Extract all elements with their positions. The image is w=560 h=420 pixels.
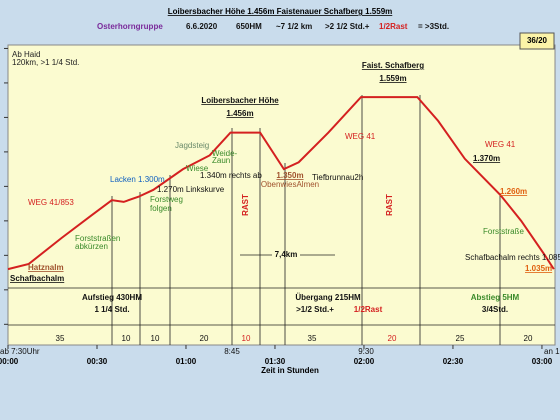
- annotation: Forststraße: [483, 227, 524, 236]
- annotation: 1.035m: [525, 264, 552, 273]
- annotation: WEG 41/853: [28, 198, 74, 207]
- annotation: Schafbachalm: [10, 274, 64, 283]
- annotation: 7,4km: [275, 250, 298, 259]
- subtitle-part: 1/2Rast: [379, 22, 408, 31]
- x-tick-label: 03:00: [532, 357, 553, 366]
- annotation: 8:45: [224, 347, 240, 356]
- annotation: Übergang 215HM: [295, 293, 361, 302]
- annotation: 1.559m: [379, 74, 406, 83]
- annotation: Hatznalm: [28, 263, 64, 272]
- annotation: folgen: [150, 204, 172, 213]
- annotation: Weide-: [212, 149, 238, 158]
- annotation: 3/4Std.: [482, 305, 508, 314]
- annotation: 10: [242, 334, 251, 343]
- annotation: Aufstieg 430HM: [82, 293, 142, 302]
- annotation: 1.370m: [473, 154, 500, 163]
- annotation: an 10: [544, 347, 560, 356]
- x-tick-label: 01:00: [176, 357, 197, 366]
- annotation: 35: [56, 334, 65, 343]
- annotation: Faist. Schafberg: [362, 61, 424, 70]
- annotation: 1.270m Linkskurve: [157, 185, 225, 194]
- x-tick-label: 02:30: [443, 357, 464, 366]
- annotation: 10: [122, 334, 131, 343]
- annotation: WEG 41: [485, 140, 516, 149]
- annotation: RAST: [385, 194, 394, 216]
- annotation: 1.260m: [500, 187, 527, 196]
- annotation: 9:30: [358, 347, 374, 356]
- annotation: 20: [200, 334, 209, 343]
- annotation: 1 1/4 Std.: [94, 305, 129, 314]
- annotation: Ab Haid: [12, 50, 40, 59]
- annotation: Wiese: [186, 164, 209, 173]
- annotation: Loibersbacher Höhe: [201, 96, 279, 105]
- annotation: WEG 41: [345, 132, 376, 141]
- x-tick-label: 01:30: [265, 357, 286, 366]
- profile-line: [7, 96, 555, 271]
- annotation: 25: [456, 334, 465, 343]
- annotation: 20: [388, 334, 397, 343]
- subtitle-part: ~7 1/2 km: [276, 22, 312, 31]
- x-tick-label: 02:00: [354, 357, 375, 366]
- annotation: >1/2 Std.+: [296, 305, 334, 314]
- separators: [8, 95, 555, 345]
- annotation: Forststraßen: [75, 234, 120, 243]
- annotation: ObenwiesAlmen: [261, 180, 319, 189]
- annotation: 20: [524, 334, 533, 343]
- annotation: 1.350m: [276, 171, 303, 180]
- subtitle-part: 6.6.2020: [186, 22, 218, 31]
- annotation: Zaun: [212, 156, 230, 165]
- subtitle-part: = >3Std.: [418, 22, 449, 31]
- subtitle-part: 650HM: [236, 22, 262, 31]
- x-tick-label: 00:00: [0, 357, 19, 366]
- badge: 36/20: [527, 36, 548, 45]
- annotation: Lacken 1.300m: [110, 175, 165, 184]
- annotation: Jagdsteig: [175, 141, 209, 150]
- plot-area: [7, 44, 556, 346]
- chart-title: Loibersbacher Höhe 1.456m Faistenauer Sc…: [168, 7, 393, 16]
- annotation: abkürzen: [75, 242, 108, 251]
- annotation: 1/2Rast: [354, 305, 383, 314]
- annotation: 1.456m: [226, 109, 253, 118]
- annotation: 35: [308, 334, 317, 343]
- annotation: ab 7:30Uhr: [0, 347, 40, 356]
- badge-box: [519, 32, 555, 50]
- annotation: Tiefbrunnau2h: [312, 173, 363, 182]
- subtitle-part: Osterhorngruppe: [97, 22, 163, 31]
- annotation: 120km, >1 1/4 Std.: [12, 58, 79, 67]
- x-axis-label: Zeit in Stunden: [261, 366, 319, 375]
- annotation: Forstweg: [150, 195, 183, 204]
- x-tick-label: 00:30: [87, 357, 108, 366]
- annotation: 1.340m rechts ab: [200, 171, 262, 180]
- subtitle-part: >2 1/2 Std.+: [325, 22, 370, 31]
- annotation: RAST: [241, 194, 250, 216]
- annotation: Abstieg 5HM: [471, 293, 520, 302]
- annotation: 10: [151, 334, 160, 343]
- annotation: Schafbachalm rechts 1.085m: [465, 253, 560, 262]
